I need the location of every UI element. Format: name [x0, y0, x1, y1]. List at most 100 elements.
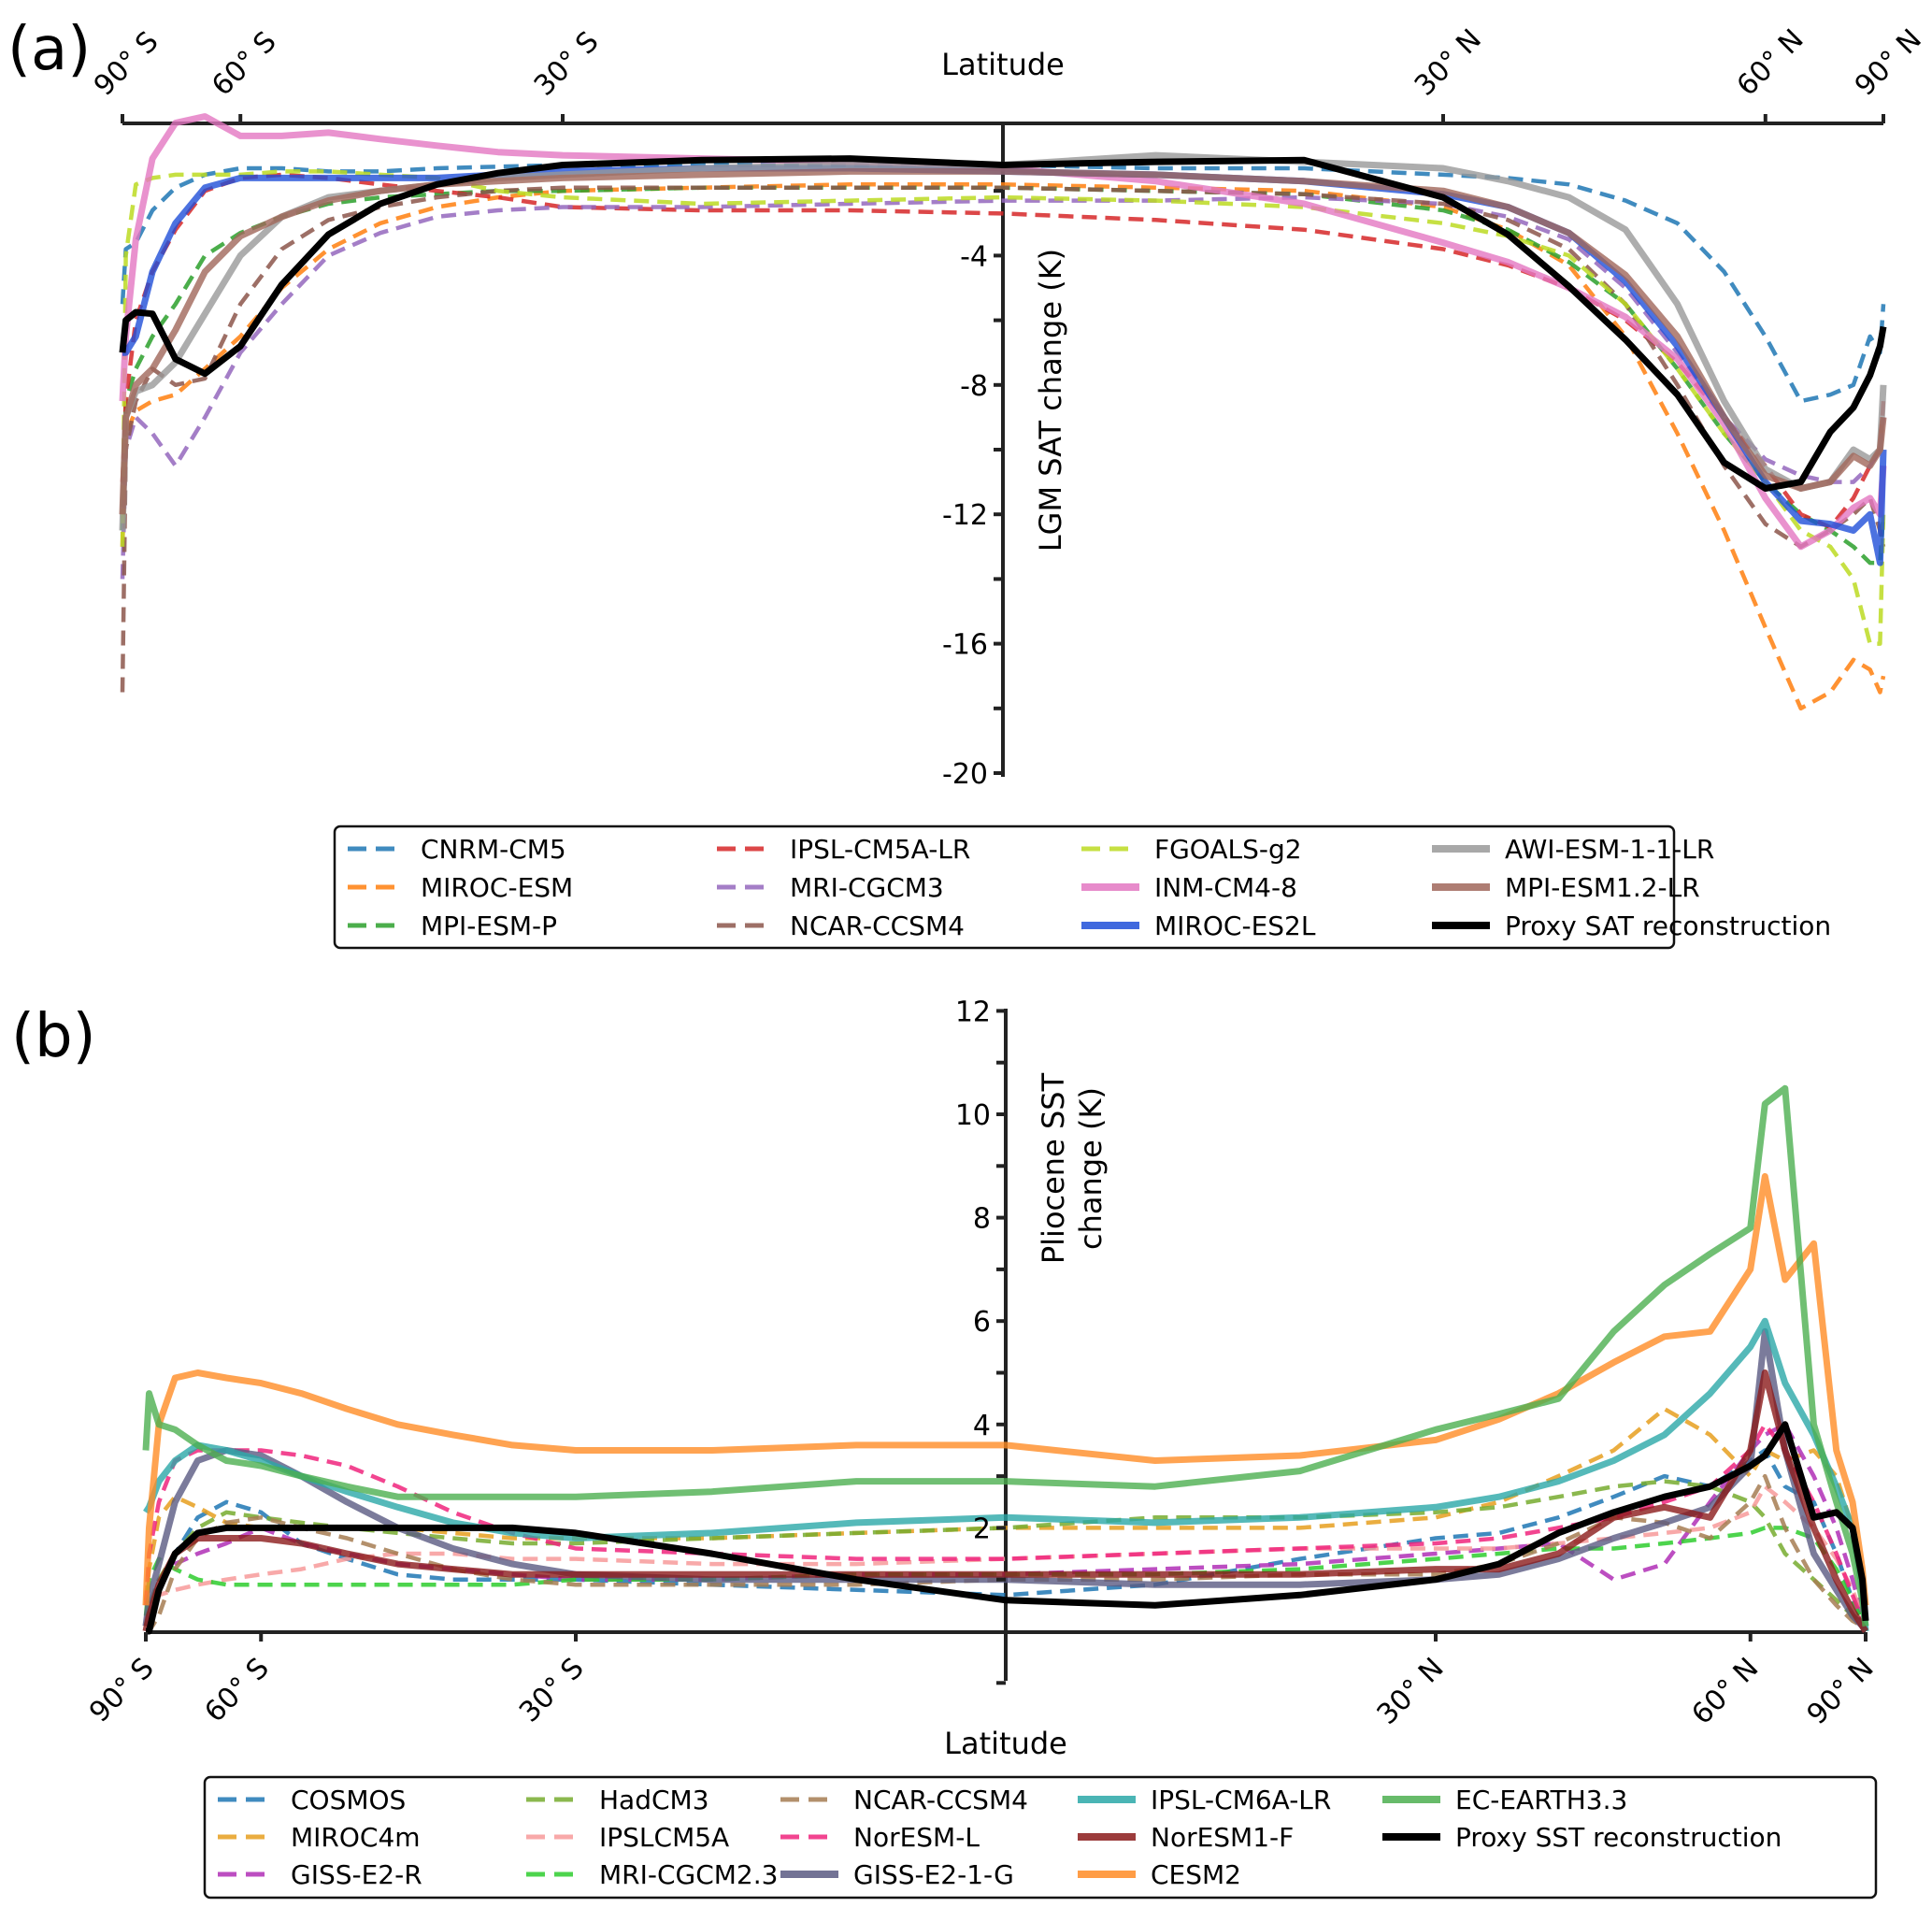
legend-label: NCAR-CCSM4 — [790, 910, 965, 941]
legend-item: IPSL-CM5A-LR — [717, 834, 970, 865]
legend-label: MIROC-ES2L — [1154, 910, 1316, 941]
panel-b-y-axis-title-line2: change (K) — [1073, 1087, 1109, 1250]
legend-item: EC-EARTH3.3 — [1382, 1785, 1627, 1815]
series-line-cesm2 — [142, 1172, 1869, 1606]
series-line-ec-earth3-3 — [142, 1084, 1869, 1627]
x-tick-label: 90° S — [88, 25, 165, 103]
legend-label: INM-CM4-8 — [1154, 872, 1297, 903]
legend-item: CESM2 — [1078, 1859, 1241, 1890]
legend-item: INM-CM4-8 — [1081, 872, 1297, 903]
panel-b-legend: COSMOS MIROC4m GISS-E2-R HadCM3 IPSLCM5A MRI-… — [203, 1775, 1878, 1900]
panel-b-pliocene-sst: (b) 90° S 60° S 30° S 30° N 60° N 90° N 2 4 6 8 10… — [11, 996, 1881, 1900]
y-tick-label: 2 — [973, 1513, 991, 1545]
panel-a-y-axis-title: LGM SAT change (K) — [1033, 249, 1068, 552]
series-line-noresm1-f — [142, 1369, 1868, 1633]
x-tick-label: 60° N — [1731, 23, 1810, 103]
legend-label: GISS-E2-R — [291, 1859, 422, 1890]
panel-b-y-axis-title-line1: Pliocene SST — [1036, 1072, 1071, 1264]
x-tick-label: 60° S — [198, 1652, 276, 1729]
legend-item: AWI-ESM-1-1-LR — [1432, 834, 1714, 865]
legend-item: Proxy SAT reconstruction — [1432, 910, 1831, 941]
legend-label: MRI-CGCM2.3 — [599, 1859, 778, 1890]
x-tick-label: 30° S — [513, 1652, 591, 1729]
series-line-ncar-ccsm4 — [146, 1473, 1868, 1634]
legend-label: AWI-ESM-1-1-LR — [1505, 834, 1714, 865]
legend-label: Proxy SAT reconstruction — [1505, 910, 1831, 941]
legend-label: NorESM-L — [853, 1822, 980, 1853]
legend-label: IPSL-CM5A-LR — [790, 834, 970, 865]
series-line-proxy-sat-reconstruction — [119, 155, 1887, 492]
x-tick-label: 60° N — [1685, 1652, 1765, 1731]
legend-label: FGOALS-g2 — [1154, 834, 1302, 865]
legend-item: GISS-E2-R — [218, 1859, 422, 1890]
series-line-mpi-esm1-2-lr — [119, 167, 1887, 515]
series-line-ipsl-cm6a-lr — [143, 1317, 1869, 1632]
legend-item: IPSLCM5A — [526, 1822, 729, 1853]
legend-label: HadCM3 — [599, 1785, 709, 1815]
legend-item: GISS-E2-1-G — [780, 1859, 1014, 1890]
x-tick-label: 90° S — [83, 1652, 161, 1729]
legend-label: MPI-ESM-P — [421, 910, 557, 941]
legend-item: MIROC-ESM — [348, 872, 573, 903]
panel-b-x-axis-title: Latitude — [944, 1726, 1067, 1761]
legend-label: COSMOS — [291, 1785, 406, 1815]
y-tick-label: 4 — [973, 1410, 991, 1442]
legend-label: MPI-ESM1.2-LR — [1505, 872, 1700, 903]
legend-label: EC-EARTH3.3 — [1455, 1785, 1627, 1815]
legend-item: NCAR-CCSM4 — [717, 910, 965, 941]
legend-item: HadCM3 — [526, 1785, 709, 1815]
y-tick-label: -16 — [942, 629, 988, 662]
legend-label: MIROC-ESM — [421, 872, 573, 903]
x-tick-label: 90° N — [1801, 1652, 1881, 1731]
legend-label: IPSL-CM6A-LR — [1151, 1785, 1331, 1815]
series-line-mri-cgcm3 — [120, 194, 1886, 580]
legend-item: MPI-ESM1.2-LR — [1432, 872, 1700, 903]
panel-a-legend: CNRM-CM5 MIROC-ESM MPI-ESM-P IPSL-CM5A-LR MR… — [333, 824, 1831, 950]
legend-item: IPSL-CM6A-LR — [1078, 1785, 1331, 1815]
y-tick-label: 6 — [973, 1306, 991, 1339]
y-tick-label: 12 — [955, 996, 991, 1028]
legend-label: IPSLCM5A — [599, 1822, 729, 1853]
series-line-ipslcm5a — [143, 1484, 1868, 1632]
panel-a-x-axis-title: Latitude — [941, 47, 1065, 82]
legend-item: MRI-CGCM2.3 — [526, 1859, 778, 1890]
legend-label: MRI-CGCM3 — [790, 872, 944, 903]
legend-item: MIROC4m — [218, 1822, 421, 1853]
panel-a-series — [119, 113, 1887, 711]
legend-item: Proxy SST reconstruction — [1382, 1822, 1782, 1853]
legend-label: CESM2 — [1151, 1859, 1241, 1890]
legend-item: NorESM1-F — [1078, 1822, 1294, 1853]
legend-item: CNRM-CM5 — [348, 834, 566, 865]
series-line-hadcm3 — [143, 1479, 1868, 1633]
panel-a-lgm-sat: (a) Latitude 90° S 60° S 30° S 30° N 60° N 90… — [7, 15, 1928, 950]
legend-label: GISS-E2-1-G — [853, 1859, 1014, 1890]
panel-a-label: (a) — [7, 15, 91, 84]
legend-label: Proxy SST reconstruction — [1455, 1822, 1782, 1853]
series-line-miroc-esm — [120, 182, 1886, 711]
y-tick-label: 8 — [973, 1203, 991, 1236]
panel-b-label: (b) — [11, 1002, 96, 1071]
legend-item: NorESM-L — [780, 1822, 980, 1853]
y-tick-label: -12 — [942, 499, 988, 532]
legend-box — [203, 1775, 1878, 1900]
legend-label: CNRM-CM5 — [421, 834, 566, 865]
y-tick-label: -8 — [960, 370, 988, 403]
legend-item: MRI-CGCM3 — [717, 872, 944, 903]
x-tick-label: 90° N — [1849, 23, 1928, 103]
series-line-fgoals-g2 — [120, 169, 1886, 646]
x-tick-label: 30° N — [1371, 1652, 1451, 1731]
legend-box — [333, 824, 1676, 950]
legend-item: COSMOS — [218, 1785, 406, 1815]
legend-item: MIROC-ES2L — [1081, 910, 1316, 941]
x-tick-label: 60° S — [206, 25, 283, 103]
y-tick-label: 10 — [955, 1099, 991, 1132]
legend-item: NCAR-CCSM4 — [780, 1785, 1028, 1815]
x-tick-label: 30° S — [528, 25, 606, 103]
x-tick-label: 30° N — [1409, 23, 1488, 103]
legend-item: FGOALS-g2 — [1081, 834, 1302, 865]
panel-b-series — [142, 1084, 1869, 1635]
legend-label: NorESM1-F — [1151, 1822, 1294, 1853]
legend-label: NCAR-CCSM4 — [853, 1785, 1028, 1815]
y-tick-label: -4 — [960, 240, 988, 273]
series-line-proxy-sst-reconstruction — [146, 1421, 1869, 1635]
